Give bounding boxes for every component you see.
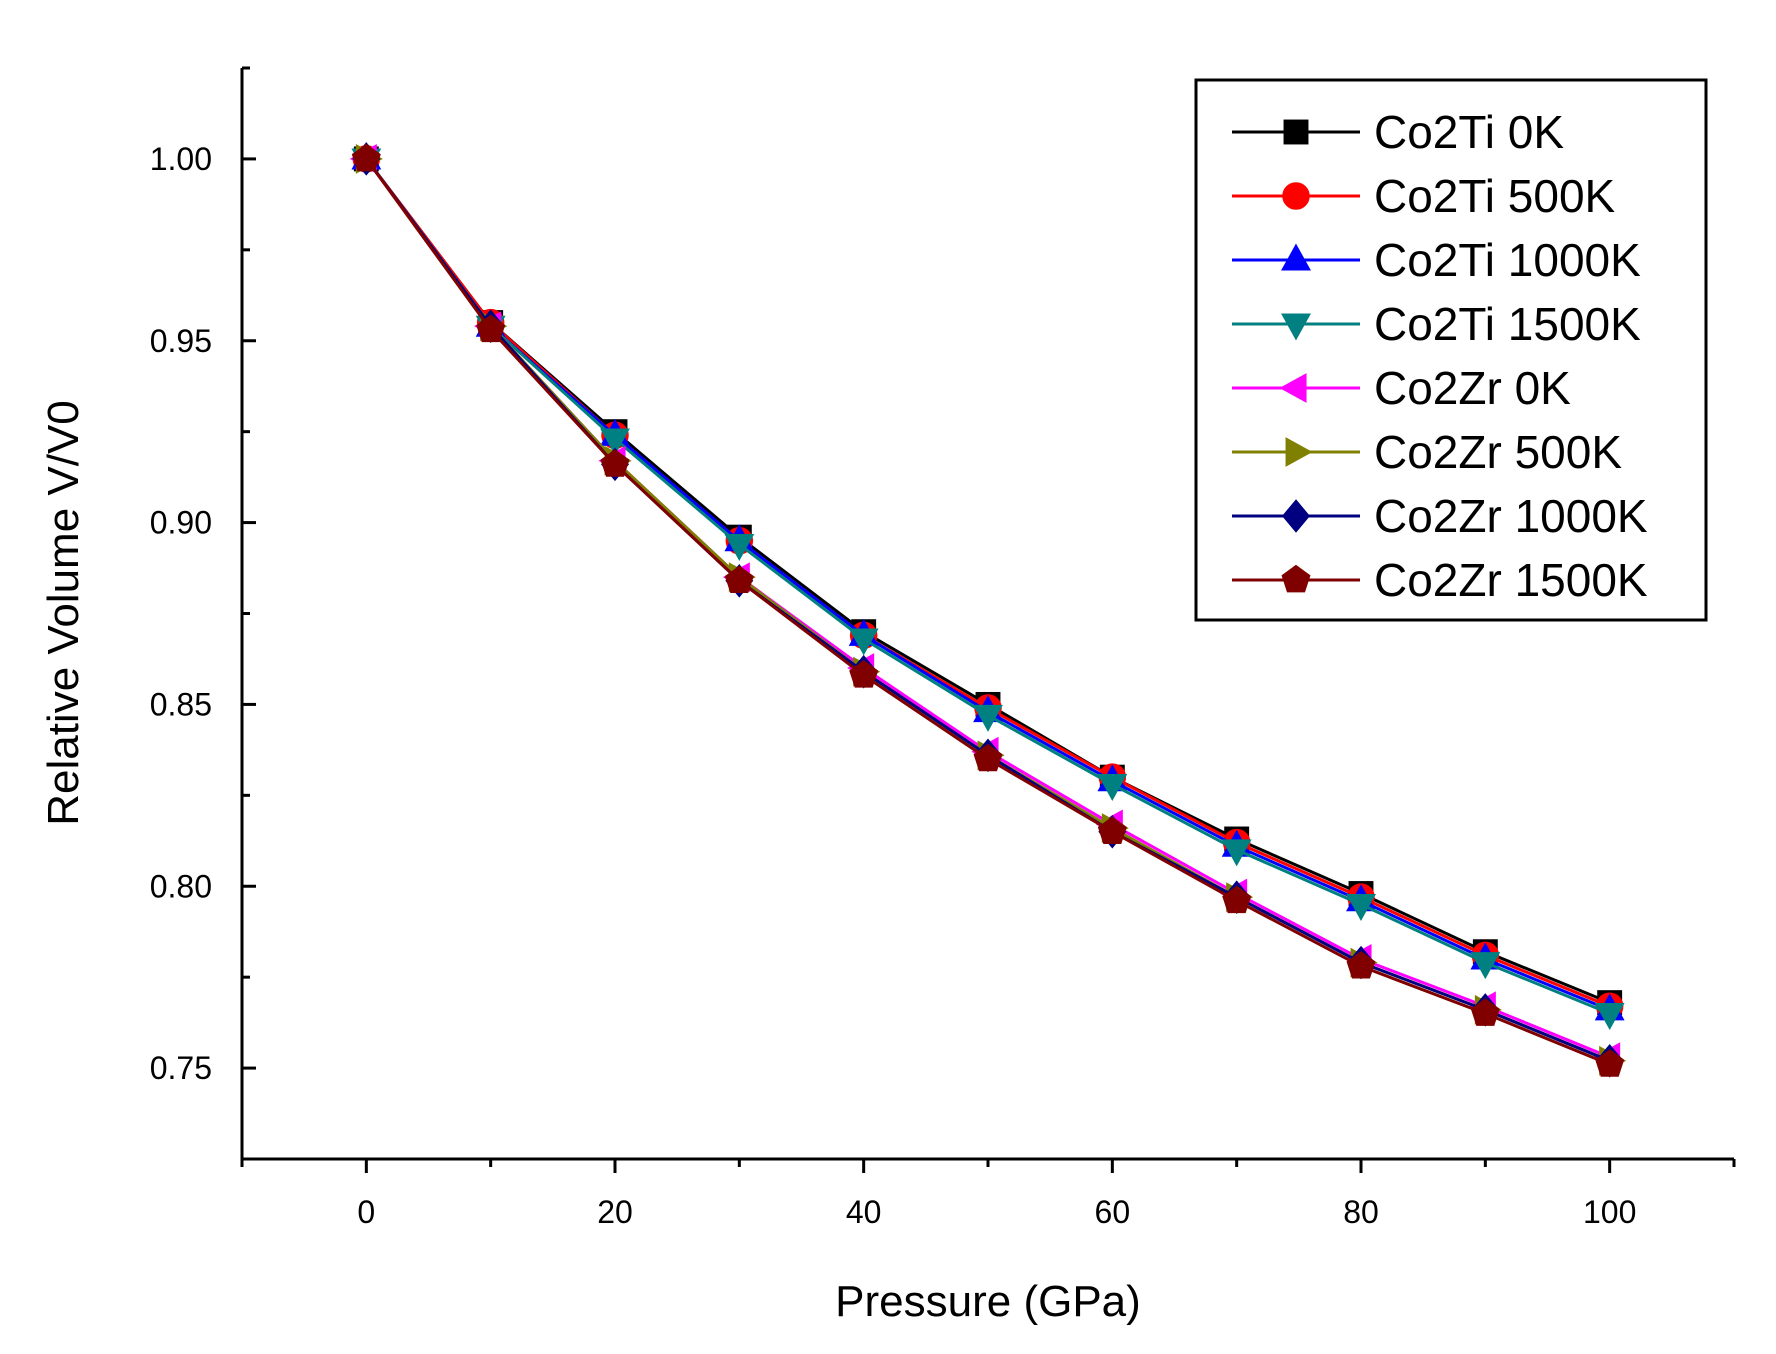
legend-marker (1281, 313, 1311, 341)
y-tick-label: 0.75 (150, 1050, 212, 1086)
x-tick-label: 60 (1095, 1194, 1131, 1230)
data-point (600, 428, 630, 456)
x-tick-label: 20 (597, 1194, 633, 1230)
legend-marker (1281, 564, 1311, 593)
data-point (476, 314, 506, 343)
x-tick-label: 40 (846, 1194, 882, 1230)
legend-marker (1282, 182, 1310, 210)
data-point (848, 628, 879, 656)
data-point (1222, 885, 1252, 914)
legend-marker (1283, 119, 1309, 145)
data-point (1470, 952, 1501, 980)
data-point (1595, 1049, 1625, 1077)
data-point (1470, 998, 1500, 1026)
data-point (1221, 839, 1252, 867)
legend-label: Co2Zr 1500K (1374, 554, 1648, 606)
legend-label: Co2Zr 1000K (1374, 490, 1648, 542)
x-axis-label: Pressure (GPa) (835, 1277, 1141, 1326)
data-point (724, 565, 754, 594)
legend-marker (1279, 373, 1307, 403)
data-point (600, 449, 630, 477)
data-point (973, 704, 1003, 732)
legend-entry: Co2Ti 500K (1232, 170, 1616, 222)
data-point (849, 660, 879, 688)
data-point (1346, 951, 1376, 979)
data-point (1594, 1003, 1625, 1031)
legend-entry: Co2Zr 1000K (1232, 490, 1648, 542)
series-co2zr-1500k (351, 143, 1625, 1077)
legend-label: Co2Zr 0K (1374, 362, 1571, 414)
legend-label: Co2Ti 1500K (1374, 298, 1641, 350)
data-point (973, 743, 1003, 772)
legend-marker (1282, 499, 1310, 533)
legend-entry: Co2Zr 500K (1232, 426, 1622, 478)
legend-label: Co2Zr 500K (1374, 426, 1622, 478)
y-tick-label: 0.80 (150, 868, 212, 904)
y-tick-label: 1.00 (150, 141, 212, 177)
legend-label: Co2Ti 500K (1374, 170, 1616, 222)
legend-entry: Co2Ti 1000K (1232, 234, 1641, 286)
legend: Co2Ti 0K Co2Ti 500K Co2Ti 1000K Co2Ti 1500K… (1194, 78, 1708, 622)
legend-marker (1281, 243, 1311, 271)
data-point (1097, 816, 1127, 845)
x-ticks: 0 20 40 60 80 100 (240, 1159, 1736, 1230)
legend-entry: Co2Ti 0K (1232, 106, 1564, 158)
legend-entry: Co2Ti 1500K (1232, 298, 1641, 350)
y-axis-label: Relative Volume V/V0 (39, 400, 88, 826)
x-tick-label: 80 (1343, 1194, 1379, 1230)
y-ticks: 0.75 0.80 0.85 0.90 0.95 1.00 (150, 66, 256, 1086)
data-point (1097, 773, 1128, 801)
legend-label: Co2Ti 1000K (1374, 234, 1641, 286)
data-point (351, 143, 381, 172)
legend-entry: Co2Zr 1500K (1232, 554, 1648, 606)
y-tick-label: 0.95 (150, 323, 212, 359)
data-point (1346, 893, 1376, 921)
legend-box (1194, 78, 1708, 622)
legend-entry: Co2Zr 0K (1232, 362, 1571, 414)
x-tick-label: 100 (1583, 1194, 1636, 1230)
legend-marker (1285, 437, 1313, 467)
legend-label: Co2Ti 0K (1374, 106, 1564, 158)
y-tick-label: 0.85 (150, 686, 212, 722)
data-point (724, 533, 755, 561)
x-tick-label: 0 (357, 1194, 375, 1230)
plot-series (349, 142, 1627, 1078)
y-tick-label: 0.90 (150, 505, 212, 541)
